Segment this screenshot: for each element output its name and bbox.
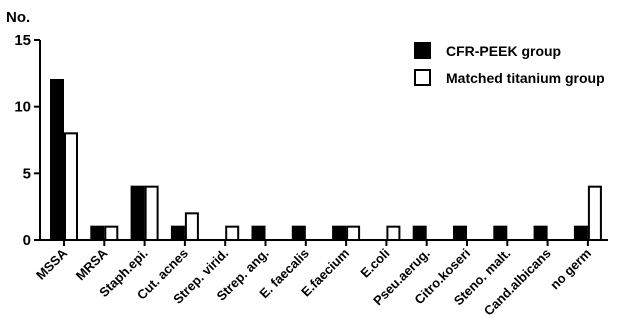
bar-cfr-peek bbox=[130, 185, 145, 242]
x-tick-label: MRSA bbox=[73, 245, 111, 283]
bar-cfr-peek bbox=[412, 225, 427, 242]
bar-titanium bbox=[64, 132, 78, 241]
bar-cfr-peek bbox=[533, 225, 548, 242]
bar-cfr-peek bbox=[90, 225, 105, 242]
y-tick-label: 15 bbox=[14, 32, 31, 49]
bar-cfr-peek bbox=[493, 225, 508, 242]
bar-cfr-peek bbox=[332, 225, 347, 242]
y-axis: 0 5 10 15 bbox=[14, 32, 41, 249]
legend-swatch-cfr-peek bbox=[414, 42, 431, 59]
bar-titanium bbox=[386, 225, 401, 242]
y-tick-label: 10 bbox=[14, 99, 31, 116]
bar-cfr-peek bbox=[453, 225, 467, 242]
bar-cfr-peek bbox=[291, 225, 306, 242]
bar-cfr-peek bbox=[573, 225, 588, 242]
legend-label-titanium: Matched titanium group bbox=[446, 70, 605, 86]
bar-titanium bbox=[587, 185, 602, 242]
legend-swatch-titanium bbox=[414, 69, 431, 86]
bars bbox=[50, 79, 602, 242]
y-tick-label: 0 bbox=[23, 232, 31, 249]
y-tick-label: 5 bbox=[23, 165, 31, 182]
x-tick-label: MSSA bbox=[33, 245, 71, 283]
bar-titanium bbox=[225, 225, 240, 242]
bar-titanium bbox=[346, 225, 361, 242]
bar-titanium bbox=[104, 225, 119, 242]
bar-cfr-peek bbox=[170, 225, 185, 242]
bar-cfr-peek bbox=[251, 225, 266, 242]
x-tick-label: no germ bbox=[547, 246, 594, 293]
bar-cfr-peek bbox=[50, 79, 64, 241]
y-axis-label: No. bbox=[6, 9, 30, 26]
bar-titanium bbox=[144, 185, 159, 242]
bar-titanium bbox=[184, 212, 199, 241]
x-tick-label: E.coli bbox=[357, 246, 392, 281]
legend-label-cfr-peek: CFR-PEEK group bbox=[446, 43, 561, 59]
legend: CFR-PEEK group Matched titanium group bbox=[414, 42, 605, 86]
